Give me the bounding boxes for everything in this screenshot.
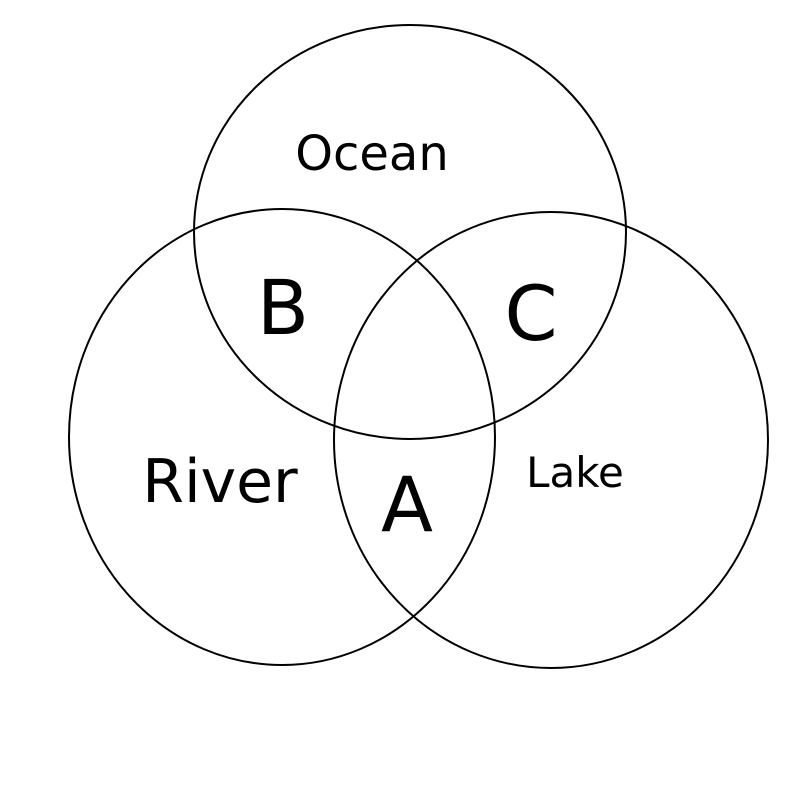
region-a-label: A [381,460,433,549]
river-circle [68,208,496,666]
region-b-label: B [257,263,309,352]
ocean-label: Ocean [295,126,449,182]
lake-label: Lake [526,448,624,497]
region-c-label: C [504,269,557,358]
river-label: River [142,447,298,517]
lake-circle [333,211,769,669]
ocean-circle [193,24,627,440]
